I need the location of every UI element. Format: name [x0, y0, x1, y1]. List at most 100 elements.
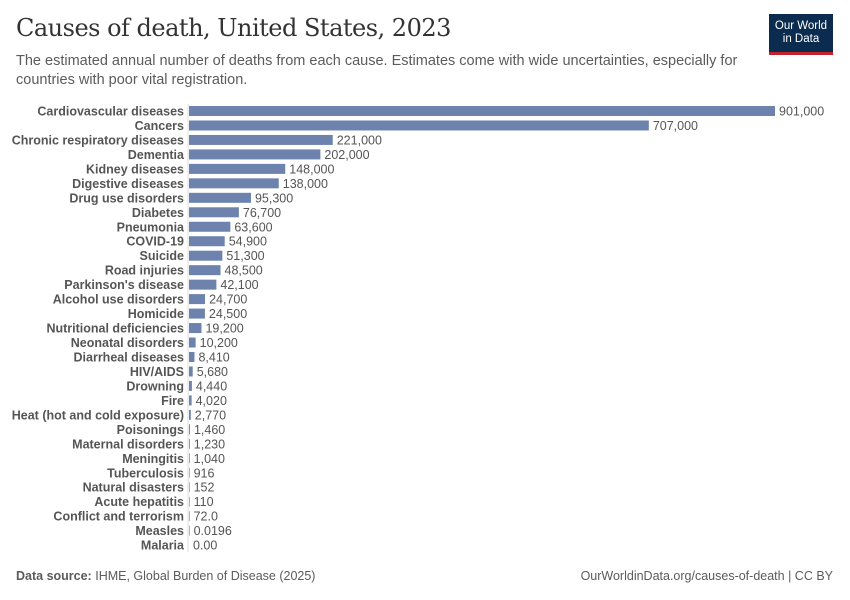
bar[interactable] [189, 250, 223, 261]
category-label: Diarrheal diseases [74, 350, 185, 364]
value-label: 707,000 [653, 119, 698, 133]
bar[interactable] [189, 525, 190, 536]
bar[interactable] [189, 149, 321, 160]
category-label: Homicide [128, 307, 184, 321]
category-label: HIV/AIDS [130, 365, 184, 379]
value-label: 10,200 [200, 336, 238, 350]
value-label: 0.0196 [194, 524, 232, 538]
value-label: 110 [194, 495, 214, 509]
logo-line-1: Our World [774, 20, 828, 32]
bar[interactable] [189, 106, 775, 116]
bar[interactable] [189, 366, 193, 377]
category-label: Natural disasters [83, 481, 184, 495]
bar[interactable] [189, 453, 190, 464]
category-label: Maternal disorders [72, 437, 184, 451]
value-label: 24,700 [209, 293, 247, 307]
category-label: Suicide [140, 249, 185, 263]
category-label: Dementia [128, 148, 185, 162]
value-label: 8,410 [198, 350, 229, 364]
value-label: 24,500 [209, 307, 247, 321]
category-label: Alcohol use disorders [53, 293, 184, 307]
bar[interactable] [189, 438, 190, 449]
value-label: 54,900 [229, 235, 267, 249]
source-url-link[interactable]: OurWorldinData.org/causes-of-death | CC … [580, 569, 833, 583]
value-label: 95,300 [255, 191, 293, 205]
bar[interactable] [189, 134, 333, 145]
bar[interactable] [189, 308, 205, 319]
category-label: Meningitis [122, 452, 184, 466]
bar[interactable] [189, 409, 191, 420]
value-label: 1,230 [194, 437, 225, 451]
value-label: 5,680 [197, 365, 228, 379]
value-label: 148,000 [289, 162, 334, 176]
category-label: Acute hepatitis [94, 495, 184, 509]
owid-logo[interactable]: Our World in Data [769, 14, 833, 55]
value-label: 916 [194, 466, 215, 480]
value-label: 72.0 [194, 510, 218, 524]
value-label: 63,600 [234, 220, 272, 234]
bar[interactable] [189, 424, 190, 435]
bar[interactable] [189, 163, 286, 174]
value-label: 2,770 [195, 408, 226, 422]
bar[interactable] [189, 221, 231, 232]
category-label: Nutritional deficiencies [46, 322, 184, 336]
category-label: Measles [135, 524, 184, 538]
chart-title: Causes of death, United States, 2023 [16, 14, 451, 42]
value-label: 42,100 [220, 278, 258, 292]
bar[interactable] [189, 236, 225, 247]
value-label: 51,300 [226, 249, 264, 263]
value-label: 221,000 [337, 133, 382, 147]
category-label: Heat (hot and cold exposure) [12, 408, 184, 422]
value-label: 19,200 [205, 322, 243, 336]
data-source-label: Data source: [16, 569, 92, 583]
bar[interactable] [189, 467, 190, 478]
bar[interactable] [189, 178, 279, 189]
bar[interactable] [189, 482, 190, 493]
category-label: Digestive diseases [72, 177, 184, 191]
bar[interactable] [189, 337, 196, 348]
category-label: Road injuries [105, 264, 184, 278]
value-label: 138,000 [283, 177, 328, 191]
logo-line-2: in Data [782, 33, 820, 45]
data-source: Data source: IHME, Global Burden of Dise… [16, 569, 315, 583]
category-label: Neonatal disorders [71, 336, 184, 350]
bar[interactable] [189, 380, 192, 391]
category-label: Fire [161, 394, 184, 408]
bar[interactable] [189, 511, 190, 522]
category-label: Parkinson's disease [64, 278, 184, 292]
value-label: 901,000 [779, 105, 824, 119]
category-label: Drug use disorders [69, 191, 184, 205]
bar[interactable] [189, 294, 206, 305]
value-label: 202,000 [324, 148, 369, 162]
bar[interactable] [189, 395, 192, 406]
bar[interactable] [189, 279, 217, 290]
value-label: 1,460 [194, 423, 225, 437]
category-label: Malaria [141, 539, 185, 553]
bar[interactable] [189, 351, 195, 362]
value-label: 4,440 [196, 379, 227, 393]
bar[interactable] [189, 192, 251, 203]
bar[interactable] [189, 207, 239, 218]
value-label: 1,040 [194, 452, 225, 466]
category-label: Tuberculosis [107, 466, 184, 480]
category-label: Pneumonia [117, 220, 185, 234]
category-label: Conflict and terrorism [53, 510, 184, 524]
bar[interactable] [189, 323, 202, 334]
bar[interactable] [189, 265, 221, 276]
category-label: Cancers [135, 119, 184, 133]
value-label: 4,020 [196, 394, 227, 408]
category-label: Diabetes [132, 206, 184, 220]
value-label: 0.00 [193, 539, 217, 553]
data-source-text: IHME, Global Burden of Disease (2025) [95, 569, 316, 583]
bar[interactable] [189, 120, 649, 131]
value-label: 152 [194, 481, 215, 495]
chart-subtitle: The estimated annual number of deaths fr… [16, 53, 738, 88]
category-label: Drowning [126, 379, 184, 393]
bar[interactable] [189, 496, 190, 507]
category-label: Chronic respiratory diseases [12, 133, 184, 147]
category-label: Poisonings [117, 423, 184, 437]
category-label: Kidney diseases [86, 162, 184, 176]
value-label: 48,500 [225, 264, 263, 278]
category-label: Cardiovascular diseases [37, 105, 184, 119]
